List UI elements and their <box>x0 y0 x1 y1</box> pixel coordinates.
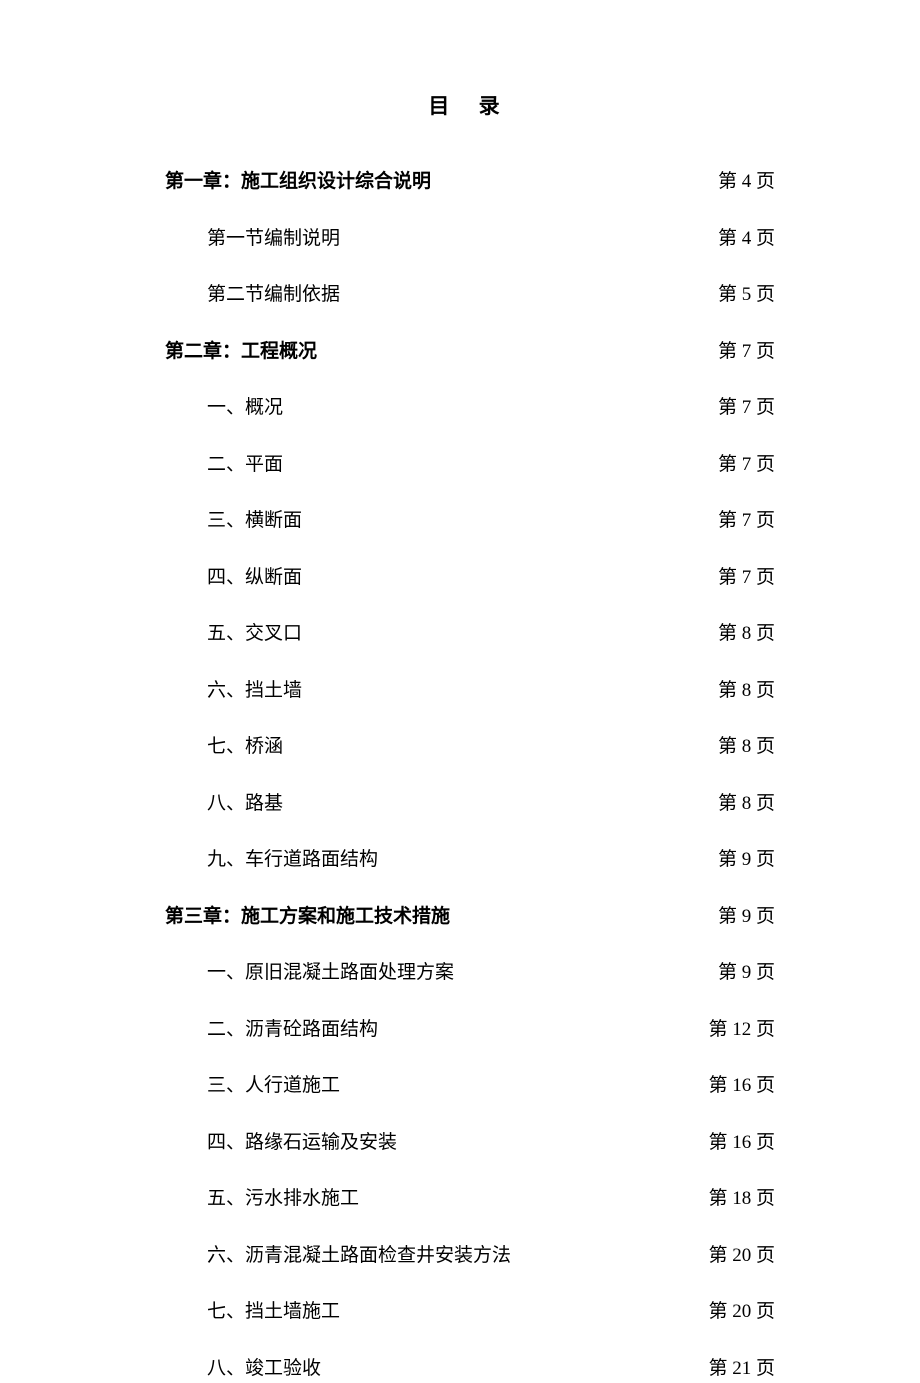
toc-entry-label: 二、沥青砼路面结构 <box>165 1016 708 1045</box>
toc-row: 第一章：施工组织设计综合说明第 4 页 <box>165 168 775 197</box>
toc-row: 三、人行道施工第 16 页 <box>165 1072 775 1101</box>
toc-entry-label: 一、原旧混凝土路面处理方案 <box>165 959 718 988</box>
toc-row: 二、沥青砼路面结构第 12 页 <box>165 1016 775 1045</box>
toc-entry-page: 第 8 页 <box>718 620 775 649</box>
toc-row: 七、挡土墙施工第 20 页 <box>165 1298 775 1327</box>
toc-row: 八、路基第 8 页 <box>165 790 775 819</box>
toc-entry-page: 第 20 页 <box>708 1242 775 1271</box>
toc-entry-label: 一、概况 <box>165 394 718 423</box>
toc-row: 第三章：施工方案和施工技术措施第 9 页 <box>165 903 775 932</box>
toc-row: 二、平面第 7 页 <box>165 451 775 480</box>
toc-entry-label: 二、平面 <box>165 451 718 480</box>
toc-row: 三、横断面第 7 页 <box>165 507 775 536</box>
toc-entry-label: 七、桥涵 <box>165 733 718 762</box>
toc-entry-page: 第 7 页 <box>718 394 775 423</box>
toc-entry-page: 第 7 页 <box>718 507 775 536</box>
toc-row: 八、竣工验收第 21 页 <box>165 1355 775 1383</box>
toc-entry-page: 第 16 页 <box>708 1072 775 1101</box>
toc-entry-label: 三、横断面 <box>165 507 718 536</box>
toc-entry-label: 三、人行道施工 <box>165 1072 708 1101</box>
toc-entry-page: 第 9 页 <box>718 959 775 988</box>
toc-entry-page: 第 7 页 <box>718 451 775 480</box>
toc-entry-page: 第 7 页 <box>718 564 775 593</box>
toc-entry-page: 第 20 页 <box>708 1298 775 1327</box>
toc-entry-page: 第 21 页 <box>708 1355 775 1383</box>
toc-row: 四、纵断面第 7 页 <box>165 564 775 593</box>
toc-entry-label: 七、挡土墙施工 <box>165 1298 708 1327</box>
toc-entry-label: 第三章：施工方案和施工技术措施 <box>165 903 718 932</box>
toc-entry-label: 第二节编制依据 <box>165 281 718 310</box>
toc-entry-page: 第 16 页 <box>708 1129 775 1158</box>
toc-title: 目 录 <box>165 90 775 120</box>
toc-entry-page: 第 4 页 <box>718 168 775 197</box>
toc-entry-label: 五、污水排水施工 <box>165 1185 708 1214</box>
toc-row: 第二章：工程概况第 7 页 <box>165 338 775 367</box>
toc-entry-label: 第一章：施工组织设计综合说明 <box>165 168 718 197</box>
toc-row: 五、污水排水施工第 18 页 <box>165 1185 775 1214</box>
toc-row: 第二节编制依据第 5 页 <box>165 281 775 310</box>
toc-entry-page: 第 9 页 <box>718 846 775 875</box>
toc-container: 第一章：施工组织设计综合说明第 4 页第一节编制说明第 4 页第二节编制依据第 … <box>165 168 775 1383</box>
toc-row: 一、原旧混凝土路面处理方案第 9 页 <box>165 959 775 988</box>
toc-row: 五、交叉口第 8 页 <box>165 620 775 649</box>
toc-entry-label: 八、竣工验收 <box>165 1355 708 1383</box>
toc-entry-page: 第 8 页 <box>718 790 775 819</box>
toc-entry-page: 第 9 页 <box>718 903 775 932</box>
toc-row: 六、沥青混凝土路面检查井安装方法第 20 页 <box>165 1242 775 1271</box>
toc-entry-label: 六、挡土墙 <box>165 677 718 706</box>
toc-entry-label: 六、沥青混凝土路面检查井安装方法 <box>165 1242 708 1271</box>
toc-row: 七、桥涵第 8 页 <box>165 733 775 762</box>
toc-entry-label: 九、车行道路面结构 <box>165 846 718 875</box>
toc-entry-label: 八、路基 <box>165 790 718 819</box>
toc-entry-label: 四、路缘石运输及安装 <box>165 1129 708 1158</box>
toc-row: 四、路缘石运输及安装第 16 页 <box>165 1129 775 1158</box>
toc-entry-page: 第 8 页 <box>718 733 775 762</box>
toc-entry-page: 第 8 页 <box>718 677 775 706</box>
toc-row: 一、概况第 7 页 <box>165 394 775 423</box>
toc-entry-label: 第一节编制说明 <box>165 225 718 254</box>
toc-entry-label: 五、交叉口 <box>165 620 718 649</box>
toc-entry-page: 第 18 页 <box>708 1185 775 1214</box>
toc-entry-page: 第 5 页 <box>718 281 775 310</box>
toc-entry-page: 第 4 页 <box>718 225 775 254</box>
toc-row: 九、车行道路面结构第 9 页 <box>165 846 775 875</box>
toc-entry-label: 第二章：工程概况 <box>165 338 718 367</box>
toc-entry-page: 第 7 页 <box>718 338 775 367</box>
toc-entry-page: 第 12 页 <box>708 1016 775 1045</box>
toc-row: 第一节编制说明第 4 页 <box>165 225 775 254</box>
toc-entry-label: 四、纵断面 <box>165 564 718 593</box>
toc-row: 六、挡土墙第 8 页 <box>165 677 775 706</box>
